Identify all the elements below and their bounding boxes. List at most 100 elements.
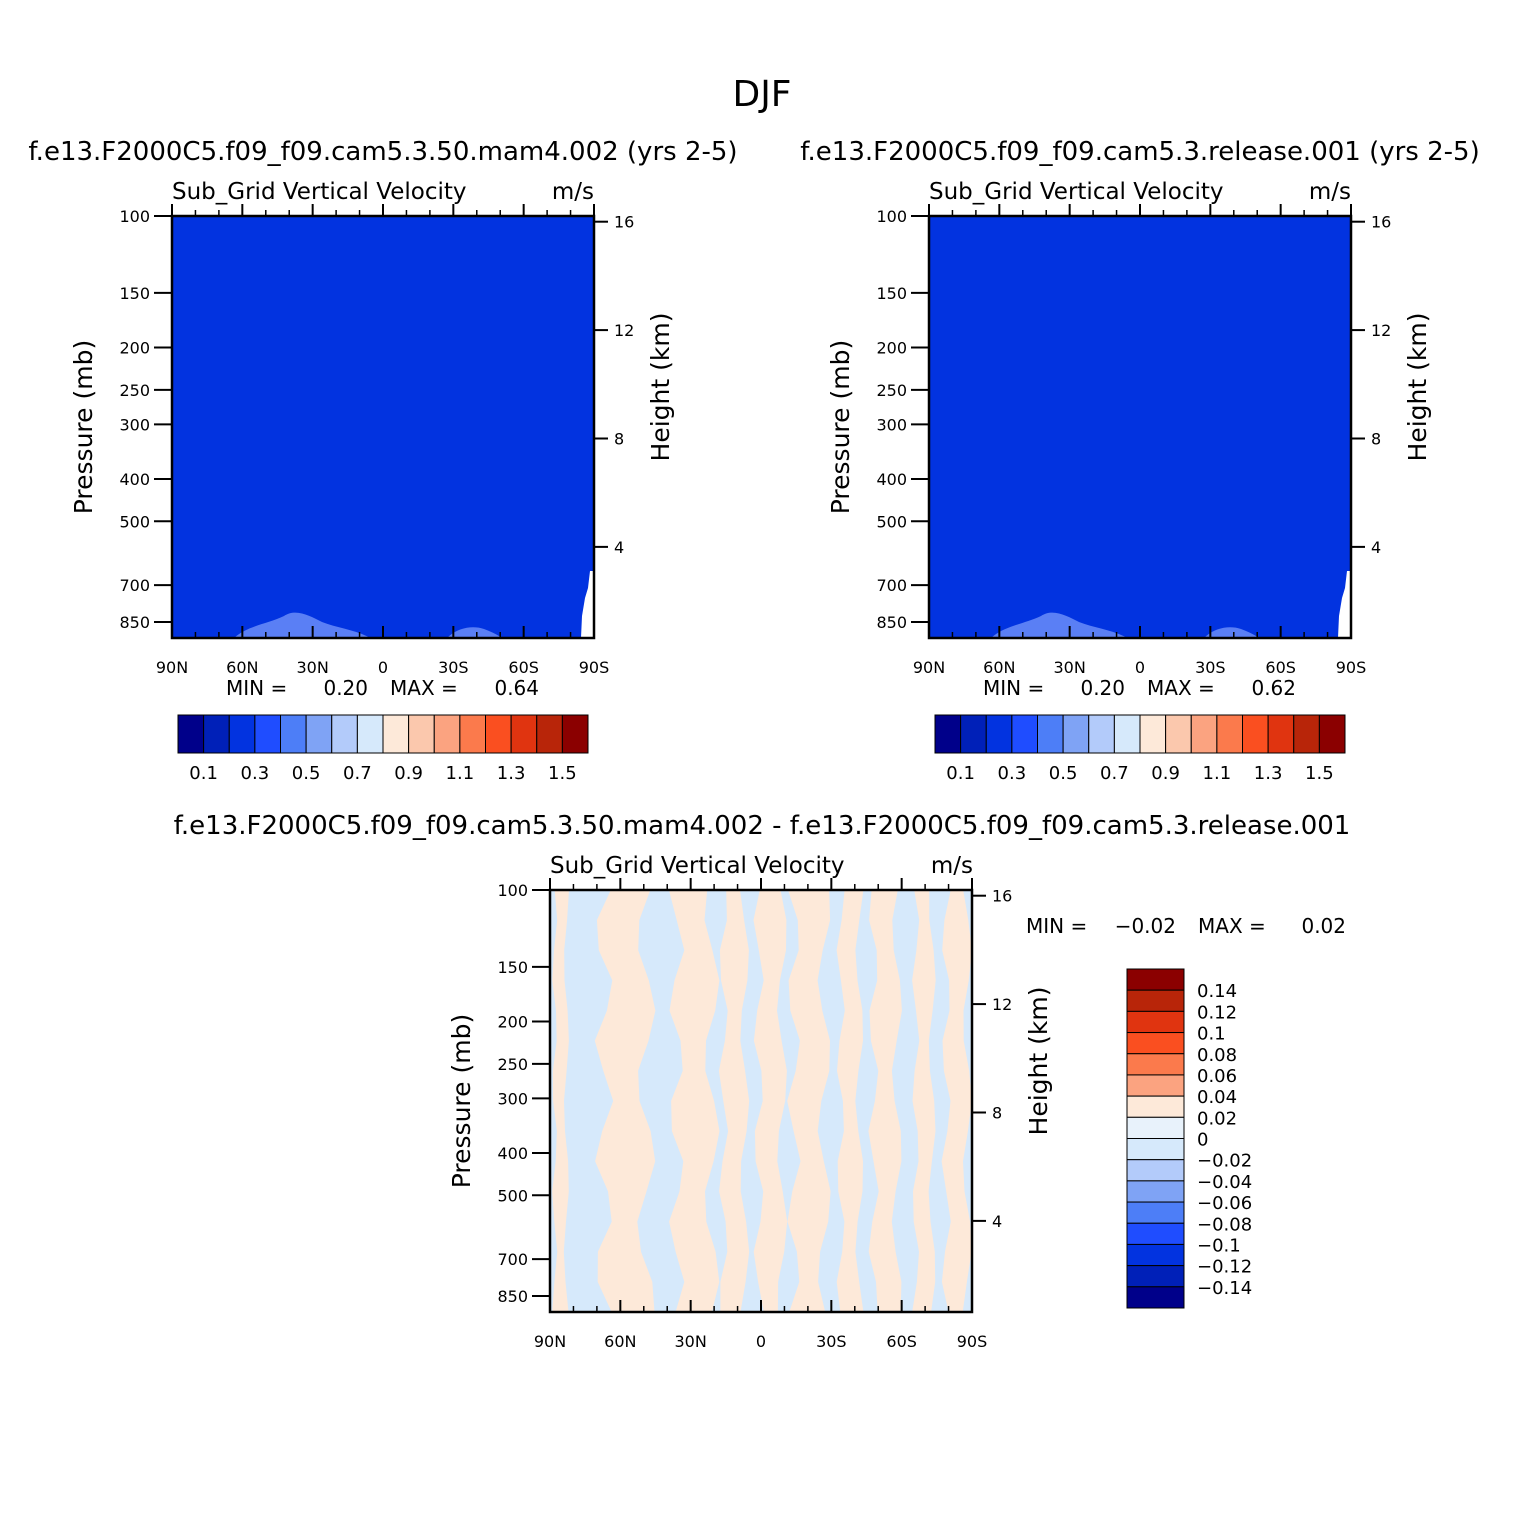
min-max-line: MIN = −0.02 MAX = 0.02 (1026, 914, 1346, 938)
colorbar-box (1113, 714, 1141, 754)
y2-tick-label: 4 (992, 1212, 1002, 1231)
colorbar-box (985, 714, 1013, 754)
colorbar-label: 0.5 (1049, 763, 1078, 784)
colorbar-box (1126, 1201, 1185, 1224)
colorbar-box (1126, 1053, 1185, 1076)
colorbar-box (1126, 1010, 1185, 1034)
colorbar-box (1126, 1138, 1185, 1161)
y2-tick-label: 12 (992, 995, 1012, 1014)
x-tick-label: 30S (1195, 658, 1226, 677)
colorbar-box (1267, 714, 1295, 754)
colorbar-box (1062, 714, 1090, 754)
y-tick-label: 100 (876, 207, 907, 226)
surface-patch-south (1204, 627, 1259, 638)
colorbar-label: 0.9 (394, 763, 423, 784)
y-axis-label: Pressure (mb) (826, 340, 855, 514)
x-tick-label: 90N (534, 1332, 566, 1351)
y-tick-label: 200 (876, 338, 907, 357)
y2-axis-label: Height (km) (646, 313, 675, 462)
colorbar-label: −0.08 (1197, 1214, 1252, 1235)
x-tick-label: 90S (1336, 658, 1367, 677)
positive-band (912, 890, 936, 1312)
colorbar: 0.1 0.3 0.5 0.7 0.9 1.1 1.3 1.5 (177, 714, 589, 784)
y-tick-label: 850 (497, 1287, 528, 1306)
colorbar-label: 0.06 (1197, 1066, 1237, 1087)
x-tick-label: 30S (438, 658, 469, 677)
colorbar: 0.1 0.3 0.5 0.7 0.9 1.1 1.3 1.5 (934, 714, 1346, 784)
case-title: f.e13.F2000C5.f09_f09.cam5.3.50.mam4.002… (174, 811, 1351, 841)
positive-band (668, 890, 720, 1312)
y-tick-label: 850 (876, 613, 907, 632)
contour-plot: 90N 60N 30N 0 30S 60S 90S 100 150 200 250 300 400 500… (826, 204, 1432, 677)
colorbar-box (203, 714, 230, 754)
y-tick-label: 150 (119, 284, 150, 303)
colorbar-label: 0.02 (1197, 1108, 1237, 1129)
min-value: 0.20 (1080, 676, 1125, 700)
colorbar-box (1126, 1222, 1185, 1245)
y-tick-label: 500 (876, 512, 907, 531)
field-fill (550, 890, 972, 1312)
surface-patch-north (991, 612, 1127, 638)
colorbar-box (1088, 714, 1115, 754)
colorbar-label: 0.3 (241, 763, 270, 784)
colorbar-label: 0.9 (1151, 763, 1180, 784)
colorbar-box (1126, 1159, 1185, 1182)
y-tick-label: 700 (119, 576, 150, 595)
y-tick-label: 300 (876, 415, 907, 434)
min-label: MIN = (226, 676, 287, 700)
colorbar-label: 0.14 (1197, 981, 1237, 1002)
colorbar-label: −0.1 (1197, 1235, 1241, 1256)
x-tick-label: 30N (675, 1332, 707, 1351)
max-value: 0.62 (1251, 676, 1296, 700)
colorbar-box (228, 714, 256, 754)
min-value: 0.20 (323, 676, 368, 700)
panel-model-release: f.e13.F2000C5.f09_f09.cam5.3.release.001… (800, 137, 1479, 784)
colorbar-box (1126, 1116, 1185, 1139)
colorbar-box (177, 714, 205, 754)
colorbar-box (1037, 714, 1064, 754)
field-fill (929, 216, 1351, 638)
positive-band (552, 890, 569, 1312)
x-tick-label: 60S (886, 1332, 917, 1351)
colorbar-box (1190, 714, 1218, 754)
y2-tick-label: 4 (614, 538, 624, 557)
x-tick-label: 60N (226, 658, 258, 677)
x-tick-label: 90S (957, 1332, 988, 1351)
colorbar-box (1318, 714, 1346, 754)
colorbar-label: 0.7 (1100, 763, 1129, 784)
y-tick-label: 250 (497, 1055, 528, 1074)
y2-axis-label: Height (km) (1403, 313, 1432, 462)
variable-title: Sub_Grid Vertical Velocity (929, 179, 1224, 205)
y-tick-label: 700 (497, 1250, 528, 1269)
colorbar-label: 1.1 (446, 763, 475, 784)
positive-band (718, 890, 750, 1312)
colorbar-box (1126, 968, 1185, 991)
colorbar-box (433, 714, 461, 754)
units-label: m/s (931, 853, 973, 879)
contour-plot: 90N 60N 30N 0 30S 60S 90S 100 150 200 250 300 400 500… (447, 878, 1053, 1351)
x-tick-label: 30N (297, 658, 329, 677)
variable-title: Sub_Grid Vertical Velocity (172, 179, 467, 205)
colorbar-box (1126, 1095, 1185, 1118)
positive-band (787, 890, 831, 1312)
max-label: MAX = (1198, 914, 1266, 938)
y-axis-label: Pressure (mb) (69, 340, 98, 514)
y-tick-label: 200 (119, 338, 150, 357)
colorbar-box (510, 714, 538, 754)
colorbar-label: −0.14 (1197, 1278, 1252, 1299)
colorbar-box (1126, 1286, 1185, 1309)
x-tick-label: 0 (378, 658, 388, 677)
x-tick-label: 60S (1265, 658, 1296, 677)
colorbar-label: 0.08 (1197, 1045, 1237, 1066)
case-title: f.e13.F2000C5.f09_f09.cam5.3.release.001… (800, 137, 1479, 167)
y-tick-label: 400 (876, 470, 907, 489)
y-tick-label: 250 (876, 381, 907, 400)
y-tick-label: 500 (497, 1186, 528, 1205)
max-label: MAX = (390, 676, 458, 700)
colorbar-label: 0.1 (1197, 1024, 1226, 1045)
colorbar-label: 0.5 (292, 763, 321, 784)
colorbar-box (254, 714, 281, 754)
colorbar-box (1126, 1180, 1185, 1203)
max-value: 0.02 (1301, 914, 1346, 938)
